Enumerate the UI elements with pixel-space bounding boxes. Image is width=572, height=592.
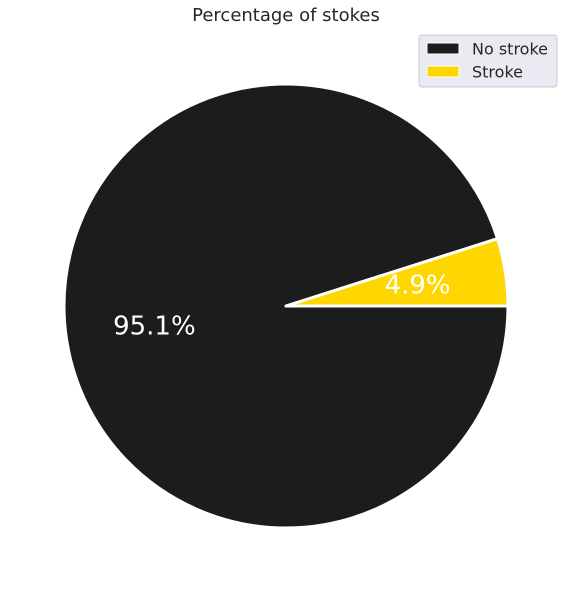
pie-slices	[62, 82, 510, 530]
legend-swatch-no-stroke	[426, 42, 460, 55]
legend-label-stroke: Stroke	[472, 63, 523, 82]
pie-slice-stroke	[284, 237, 510, 308]
pie-labels: 95.1% 4.9%	[113, 271, 451, 342]
chart-title: Percentage of stokes	[192, 5, 380, 26]
legend: No stroke Stroke	[418, 34, 558, 88]
pie-label-stroke: 4.9%	[385, 271, 451, 301]
legend-label-no-stroke: No stroke	[472, 40, 548, 59]
pie-label-no-stroke: 95.1%	[113, 311, 196, 341]
legend-swatch-stroke	[426, 65, 460, 78]
